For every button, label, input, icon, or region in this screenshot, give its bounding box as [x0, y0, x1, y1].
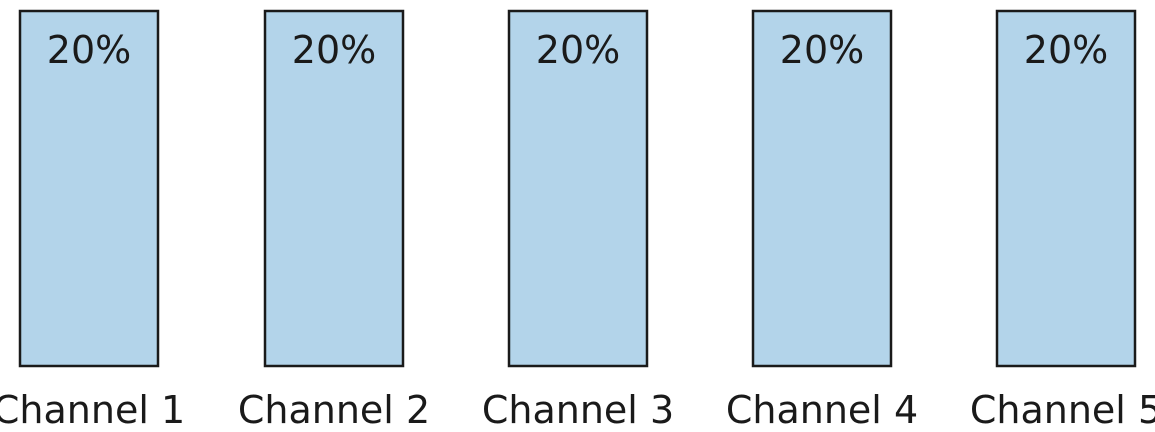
category-label: Channel 5	[970, 388, 1155, 432]
bar-channel-1	[18, 9, 160, 368]
bar-value-label: 20%	[292, 28, 376, 72]
bar-channel-4	[751, 9, 893, 368]
category-label: Channel 2	[238, 388, 430, 432]
category-label: Channel 1	[0, 388, 185, 432]
bar-value-label: 20%	[1024, 28, 1108, 72]
category-label: Channel 3	[482, 388, 674, 432]
bar-channel-2	[263, 9, 405, 368]
bars-group	[18, 9, 1137, 368]
value-labels-group: 20% 20% 20% 20% 20%	[47, 28, 1108, 72]
bar-value-label: 20%	[780, 28, 864, 72]
category-labels-group: Channel 1 Channel 2 Channel 3 Channel 4 Chan…	[0, 388, 1155, 432]
bar-value-label: 20%	[47, 28, 131, 72]
category-label: Channel 4	[726, 388, 918, 432]
bar-channel-3	[507, 9, 649, 368]
bar-value-label: 20%	[536, 28, 620, 72]
bar-channel-5	[995, 9, 1137, 368]
